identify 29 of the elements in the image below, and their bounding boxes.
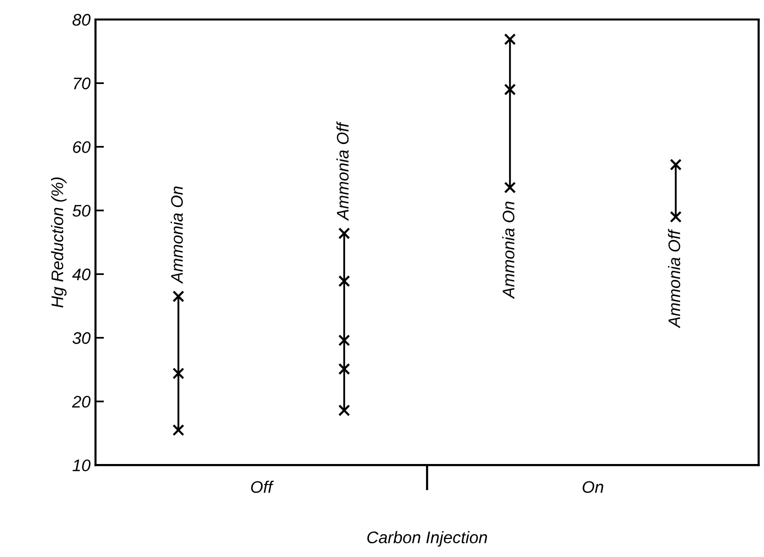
point (504, 33, 516, 46)
point (172, 290, 184, 302)
point (338, 363, 350, 375)
x-tick-label: Ammonia On (502, 202, 514, 299)
text: Off (251, 480, 274, 493)
x-tick-label: Ammonia On (170, 186, 183, 284)
point (338, 227, 350, 240)
point (670, 210, 682, 223)
y-tick-label: 40 (72, 268, 90, 280)
point (338, 275, 350, 288)
y-tick-label: 70 (74, 78, 90, 90)
y-tick-label: 20 (72, 396, 90, 408)
point (172, 368, 184, 380)
y-tick-label: 30 (72, 332, 90, 344)
x-axis-title: Carbon Injection (367, 531, 488, 547)
y-tick-label: 10 (72, 459, 90, 472)
x-tick-label: Ammonia Off (668, 228, 680, 328)
y-tick-label: 50 (72, 204, 90, 217)
point (504, 182, 516, 194)
y-tick-label: 80 (72, 14, 90, 26)
point (338, 334, 350, 346)
point (670, 158, 682, 171)
point (172, 424, 184, 436)
point (504, 84, 516, 96)
y-axis-title: Hg Reduction (%) (51, 178, 67, 308)
text: On (582, 481, 604, 493)
point (338, 404, 350, 416)
x-tick-label: Ammonia Off (336, 121, 349, 221)
y-tick-label: 60 (73, 141, 90, 154)
